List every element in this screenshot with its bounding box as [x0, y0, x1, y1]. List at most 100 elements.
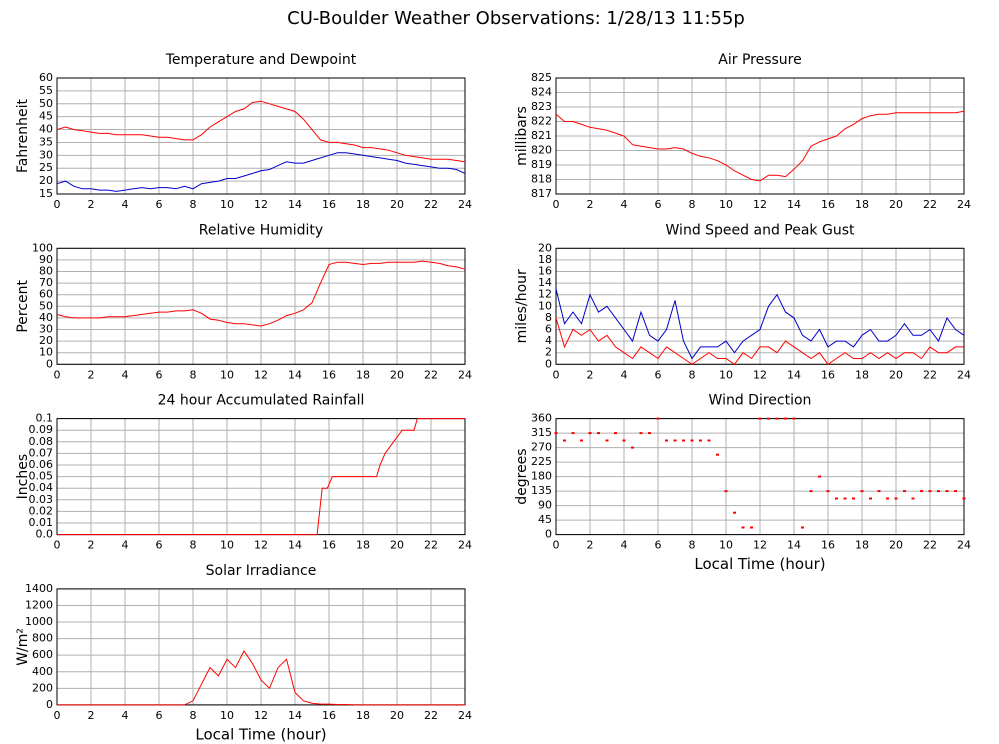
y-tick-label: 4 [545, 334, 552, 347]
series-line [555, 110, 965, 182]
point [673, 439, 677, 442]
y-tick-label: 20 [538, 241, 552, 254]
y-tick-label: 225 [531, 455, 552, 468]
x-axis-label: Local Time (hour) [694, 555, 825, 573]
y-tick-label: 30 [39, 323, 53, 336]
x-tick-label: 0 [54, 709, 61, 722]
y-tick-label: 270 [531, 441, 552, 454]
chart-title: 24 hour Accumulated Rainfall [158, 393, 365, 409]
x-tick-label: 4 [621, 368, 628, 381]
y-tick-label: 135 [531, 484, 552, 497]
point [911, 497, 915, 500]
point [903, 490, 906, 493]
x-tick-label: 12 [753, 368, 767, 381]
y-tick-label: 12 [538, 288, 552, 301]
y-tick-label: 818 [531, 173, 552, 186]
y-tick-label: 70 [39, 276, 53, 289]
y-tick-label: 0 [545, 357, 552, 370]
y-tick-label: 0.04 [29, 481, 54, 494]
x-tick-label: 18 [356, 198, 370, 211]
point [767, 417, 770, 420]
series-line [56, 152, 466, 192]
x-tick-label: 18 [356, 709, 370, 722]
y-tick-label: 8 [545, 311, 552, 324]
point [656, 417, 660, 420]
x-tick-label: 20 [889, 198, 903, 211]
y-tick-label: 180 [531, 470, 552, 483]
x-tick-label: 14 [288, 709, 302, 722]
x-tick-label: 10 [220, 198, 234, 211]
point [784, 417, 787, 420]
y-tick-label: 0.03 [29, 493, 54, 506]
y-tick-label: 60 [39, 288, 53, 301]
y-tick-label: 600 [32, 648, 53, 661]
x-axis-label: Local Time (hour) [195, 725, 326, 743]
x-tick-label: 0 [553, 198, 560, 211]
x-tick-label: 12 [254, 709, 268, 722]
point [699, 439, 702, 442]
y-tick-label: 20 [39, 174, 53, 187]
x-tick-label: 14 [288, 539, 302, 552]
chart-title: Wind Direction [709, 393, 812, 409]
x-tick-label: 20 [390, 368, 404, 381]
y-tick-label: 14 [538, 276, 552, 289]
y-tick-label: 20 [39, 334, 53, 347]
x-tick-label: 10 [719, 539, 733, 552]
point [588, 432, 592, 435]
y-tick-label: 45 [39, 110, 53, 123]
x-tick-label: 2 [587, 539, 594, 552]
point [631, 446, 634, 449]
x-tick-label: 22 [923, 368, 937, 381]
y-tick-label: 100 [32, 241, 53, 254]
chart-title: Temperature and Dewpoint [165, 52, 357, 68]
page-title: CU-Boulder Weather Observations: 1/28/13… [287, 8, 745, 29]
y-tick-label: 0.01 [29, 516, 54, 529]
x-tick-label: 10 [719, 368, 733, 381]
x-tick-label: 22 [923, 539, 937, 552]
series-line [56, 260, 466, 327]
y-tick-label: 800 [32, 632, 53, 645]
x-tick-label: 24 [957, 368, 971, 381]
x-tick-label: 24 [458, 709, 472, 722]
y-tick-label: 18 [538, 253, 552, 266]
x-tick-label: 24 [957, 198, 971, 211]
x-tick-label: 2 [88, 198, 95, 211]
y-tick-label: 200 [32, 681, 53, 694]
y-tick-label: 90 [39, 253, 53, 266]
point [605, 439, 609, 442]
x-tick-label: 8 [190, 198, 197, 211]
chart-title: Relative Humidity [199, 222, 323, 238]
y-tick-label: 40 [39, 123, 53, 136]
y-tick-label: 1000 [25, 615, 53, 628]
x-tick-label: 8 [689, 368, 696, 381]
x-tick-label: 20 [889, 539, 903, 552]
point [928, 490, 932, 493]
point [886, 497, 889, 500]
x-tick-label: 20 [390, 539, 404, 552]
x-tick-label: 16 [322, 709, 336, 722]
x-tick-label: 18 [356, 368, 370, 381]
chart-title: Air Pressure [718, 52, 801, 68]
y-axis-label: degrees [514, 448, 530, 504]
y-tick-label: 0.05 [29, 470, 54, 483]
y-tick-label: 823 [531, 100, 552, 113]
y-tick-label: 0.07 [29, 446, 54, 459]
x-tick-label: 2 [587, 198, 594, 211]
y-tick-label: 0.06 [29, 458, 54, 471]
x-tick-label: 22 [424, 368, 438, 381]
x-tick-label: 2 [88, 709, 95, 722]
x-tick-label: 18 [855, 368, 869, 381]
x-tick-label: 14 [787, 368, 801, 381]
y-tick-label: 820 [531, 144, 552, 157]
point [775, 417, 779, 420]
y-tick-label: 822 [531, 115, 552, 128]
x-tick-label: 6 [156, 198, 163, 211]
x-tick-label: 12 [254, 368, 268, 381]
point [580, 439, 583, 442]
x-tick-label: 18 [356, 539, 370, 552]
x-tick-label: 22 [923, 198, 937, 211]
y-tick-label: 360 [531, 412, 552, 425]
x-tick-label: 2 [587, 368, 594, 381]
x-tick-label: 16 [322, 539, 336, 552]
y-tick-label: 0.0 [36, 528, 54, 541]
